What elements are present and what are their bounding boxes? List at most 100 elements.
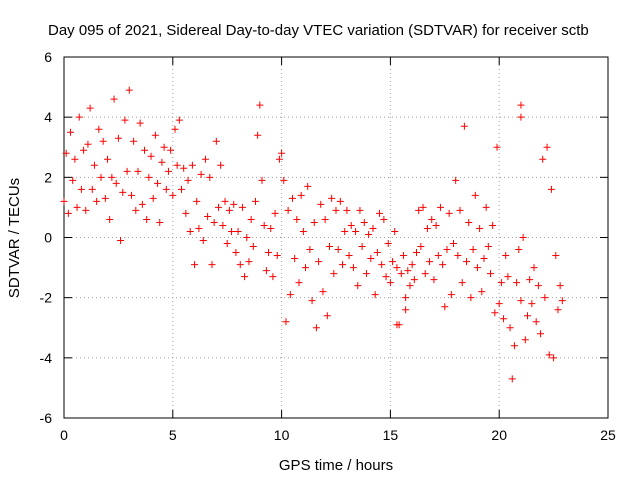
data-point xyxy=(510,342,518,350)
data-point xyxy=(393,264,401,272)
data-point xyxy=(173,161,181,169)
x-tick-label: 5 xyxy=(169,427,177,443)
data-point xyxy=(88,185,96,193)
data-point xyxy=(204,212,212,220)
data-point xyxy=(201,155,209,163)
data-point xyxy=(334,246,342,254)
data-point xyxy=(465,218,473,226)
data-point xyxy=(212,137,220,145)
data-point xyxy=(99,137,107,145)
data-point xyxy=(447,291,455,299)
data-point xyxy=(247,215,255,223)
data-point xyxy=(149,194,157,202)
data-point xyxy=(315,258,323,266)
data-point xyxy=(493,143,501,151)
data-point xyxy=(232,249,240,257)
data-point xyxy=(343,206,351,214)
data-point xyxy=(467,294,475,302)
data-point xyxy=(491,309,499,317)
data-point xyxy=(267,224,275,232)
data-point xyxy=(534,282,542,290)
data-point xyxy=(302,264,310,272)
data-point xyxy=(515,246,523,254)
data-point xyxy=(80,146,88,154)
data-point xyxy=(539,155,547,163)
data-point xyxy=(558,297,566,305)
data-point xyxy=(369,224,377,232)
data-point xyxy=(480,255,488,263)
data-point xyxy=(160,143,168,151)
data-point xyxy=(175,116,183,124)
y-axis-label: SDTVAR / TECUs xyxy=(6,178,23,298)
data-point xyxy=(517,113,525,121)
data-point xyxy=(169,191,177,199)
data-point xyxy=(506,324,514,332)
data-point xyxy=(397,270,405,278)
data-point xyxy=(288,194,296,202)
data-point xyxy=(145,173,153,181)
data-point xyxy=(365,230,373,238)
data-point xyxy=(269,273,277,281)
grid xyxy=(64,57,608,418)
data-point xyxy=(106,215,114,223)
data-point xyxy=(238,203,246,211)
data-point xyxy=(73,203,81,211)
data-point xyxy=(393,321,401,329)
data-point xyxy=(332,206,340,214)
data-point xyxy=(513,279,521,287)
data-point xyxy=(312,324,320,332)
data-point xyxy=(382,273,390,281)
data-point xyxy=(463,258,471,266)
data-point xyxy=(358,243,366,251)
data-point xyxy=(251,197,259,205)
data-point xyxy=(132,206,140,214)
data-point xyxy=(86,104,94,112)
data-point xyxy=(156,218,164,226)
data-point xyxy=(114,134,122,142)
data-point xyxy=(67,128,75,136)
data-point xyxy=(415,206,423,214)
data-point xyxy=(77,185,85,193)
data-point xyxy=(182,209,190,217)
data-point xyxy=(436,203,444,211)
data-point xyxy=(154,179,162,187)
data-point xyxy=(82,206,90,214)
data-point xyxy=(117,237,125,245)
x-tick-label: 0 xyxy=(60,427,68,443)
data-point xyxy=(208,261,216,269)
x-tick-label: 20 xyxy=(491,427,507,443)
data-point xyxy=(530,264,538,272)
data-point xyxy=(371,291,379,299)
data-point xyxy=(273,252,281,260)
data-point xyxy=(347,221,355,229)
data-point xyxy=(376,209,384,217)
data-point xyxy=(367,255,375,263)
data-point xyxy=(236,261,244,269)
axis-ticks xyxy=(63,56,609,419)
data-point xyxy=(439,261,447,269)
data-point xyxy=(293,215,301,223)
data-point xyxy=(406,282,414,290)
chart-title: Day 095 of 2021, Sidereal Day-to-day VTE… xyxy=(48,22,589,39)
data-point xyxy=(360,218,368,226)
data-point xyxy=(484,243,492,251)
data-point xyxy=(402,306,410,314)
data-point xyxy=(108,173,116,181)
data-point xyxy=(254,131,262,139)
data-point xyxy=(180,164,188,172)
data-point xyxy=(93,197,101,205)
data-points xyxy=(60,86,566,383)
data-point xyxy=(297,191,305,199)
data-point xyxy=(286,291,294,299)
data-point xyxy=(262,267,270,275)
data-point xyxy=(230,200,238,208)
data-point xyxy=(354,282,362,290)
x-tick-label: 10 xyxy=(274,427,290,443)
data-point xyxy=(164,167,172,175)
data-point xyxy=(349,264,357,272)
data-point xyxy=(417,243,425,251)
data-point xyxy=(134,167,142,175)
data-point xyxy=(386,279,394,287)
data-point xyxy=(210,218,218,226)
data-point xyxy=(519,234,527,241)
